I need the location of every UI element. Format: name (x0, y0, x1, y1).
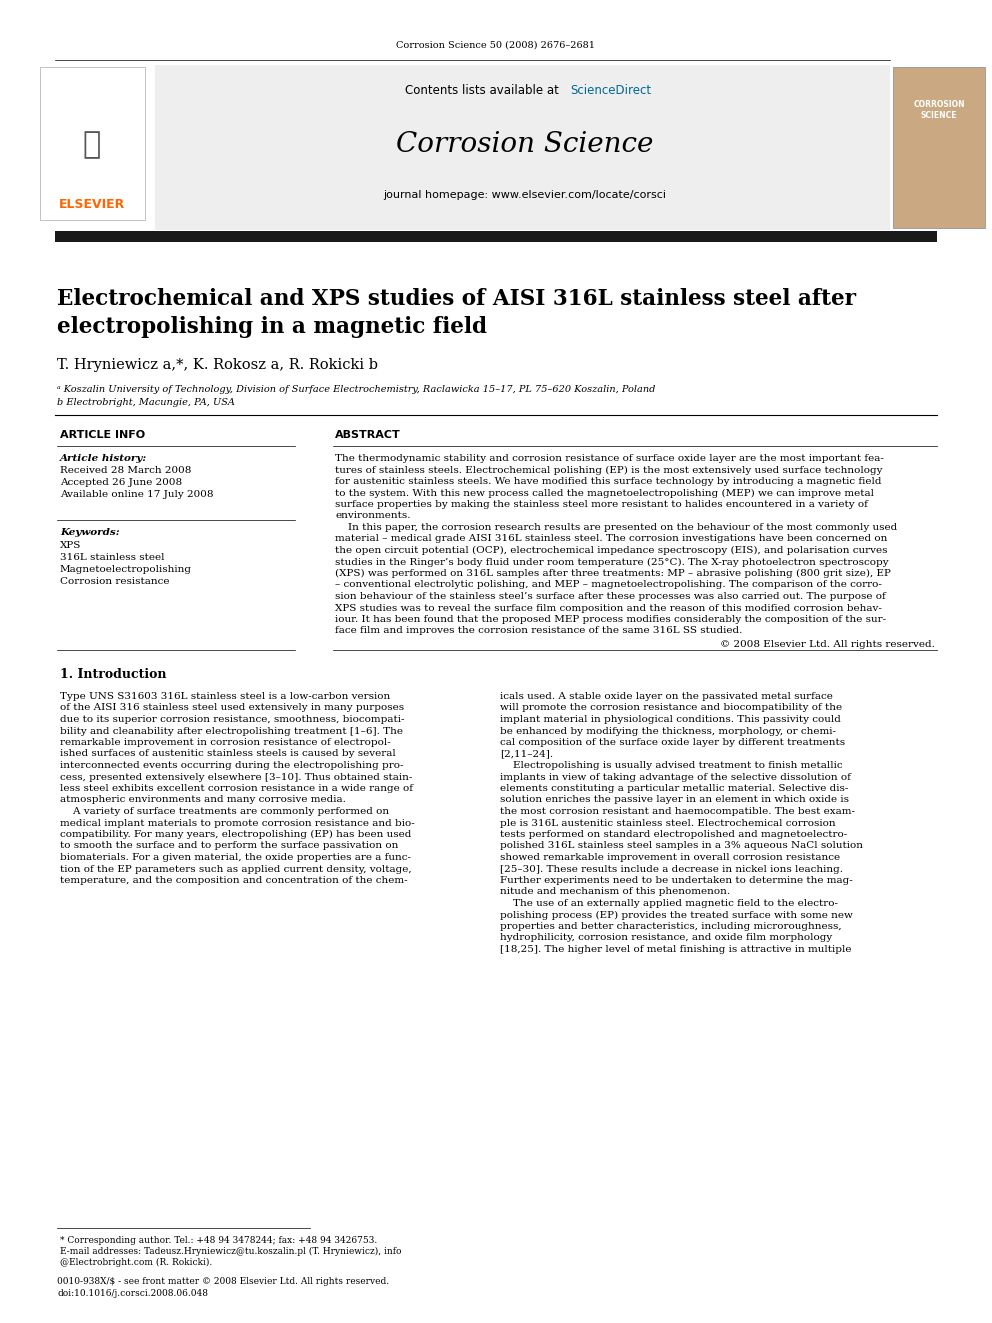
Text: properties and better characteristics, including microroughness,: properties and better characteristics, i… (500, 922, 841, 931)
Text: ARTICLE INFO: ARTICLE INFO (60, 430, 145, 441)
Text: In this paper, the corrosion research results are presented on the behaviour of : In this paper, the corrosion research re… (335, 523, 897, 532)
Text: – conventional electrolytic polishing, and MEP – magnetoelectropolishing. The co: – conventional electrolytic polishing, a… (335, 581, 882, 590)
Text: A variety of surface treatments are commonly performed on: A variety of surface treatments are comm… (60, 807, 389, 816)
Text: Article history:: Article history: (60, 454, 147, 463)
Text: the open circuit potential (OCP), electrochemical impedance spectroscopy (EIS), : the open circuit potential (OCP), electr… (335, 546, 888, 556)
Text: to the system. With this new process called the magnetoelectropolishing (MEP) we: to the system. With this new process cal… (335, 488, 874, 497)
Text: icals used. A stable oxide layer on the passivated metal surface: icals used. A stable oxide layer on the … (500, 692, 833, 701)
Text: solution enriches the passive layer in an element in which oxide is: solution enriches the passive layer in a… (500, 795, 849, 804)
Text: medical implant materials to promote corrosion resistance and bio-: medical implant materials to promote cor… (60, 819, 415, 827)
Text: studies in the Ringer’s body fluid under room temperature (25°C). The X-ray phot: studies in the Ringer’s body fluid under… (335, 557, 889, 566)
Text: (XPS) was performed on 316L samples after three treatments: MP – abrasive polish: (XPS) was performed on 316L samples afte… (335, 569, 891, 578)
Bar (55, 232, 937, 242)
Text: Corrosion resistance: Corrosion resistance (60, 577, 170, 586)
Text: E-mail addresses: Tadeusz.Hryniewicz@tu.koszalin.pl (T. Hryniewicz), info: E-mail addresses: Tadeusz.Hryniewicz@tu.… (60, 1248, 402, 1256)
Text: cess, presented extensively elsewhere [3–10]. Thus obtained stain-: cess, presented extensively elsewhere [3… (60, 773, 413, 782)
Text: polishing process (EP) provides the treated surface with some new: polishing process (EP) provides the trea… (500, 910, 853, 919)
Text: elements constituting a particular metallic material. Selective dis-: elements constituting a particular metal… (500, 785, 848, 792)
Text: due to its superior corrosion resistance, smoothness, biocompati-: due to its superior corrosion resistance… (60, 714, 405, 724)
Text: iour. It has been found that the proposed MEP process modifies considerably the : iour. It has been found that the propose… (335, 615, 886, 624)
Text: Magnetoelectropolishing: Magnetoelectropolishing (60, 565, 192, 574)
Text: b Electrobright, Macungie, PA, USA: b Electrobright, Macungie, PA, USA (57, 398, 235, 407)
Text: Type UNS S31603 316L stainless steel is a low-carbon version: Type UNS S31603 316L stainless steel is … (60, 692, 390, 701)
Text: less steel exhibits excellent corrosion resistance in a wide range of: less steel exhibits excellent corrosion … (60, 785, 413, 792)
Text: ᵃ Koszalin University of Technology, Division of Surface Electrochemistry, Racla: ᵃ Koszalin University of Technology, Div… (57, 385, 656, 394)
Text: material – medical grade AISI 316L stainless steel. The corrosion investigations: material – medical grade AISI 316L stain… (335, 534, 888, 544)
Text: polished 316L stainless steel samples in a 3% aqueous NaCl solution: polished 316L stainless steel samples in… (500, 841, 863, 851)
Bar (155, 65, 890, 230)
Text: Contents lists available at: Contents lists available at (405, 83, 562, 97)
Text: implant material in physiological conditions. This passivity could: implant material in physiological condit… (500, 714, 841, 724)
Text: environments.: environments. (335, 512, 411, 520)
Text: [18,25]. The higher level of metal finishing is attractive in multiple: [18,25]. The higher level of metal finis… (500, 945, 851, 954)
Text: sion behaviour of the stainless steel’s surface after these processes was also c: sion behaviour of the stainless steel’s … (335, 591, 886, 601)
Text: of the AISI 316 stainless steel used extensively in many purposes: of the AISI 316 stainless steel used ext… (60, 704, 404, 713)
Text: The thermodynamic stability and corrosion resistance of surface oxide layer are : The thermodynamic stability and corrosio… (335, 454, 884, 463)
Text: The use of an externally applied magnetic field to the electro-: The use of an externally applied magneti… (500, 900, 838, 908)
Text: the most corrosion resistant and haemocompatible. The best exam-: the most corrosion resistant and haemoco… (500, 807, 855, 816)
Text: Corrosion Science: Corrosion Science (397, 131, 654, 159)
Text: Keywords:: Keywords: (60, 528, 120, 537)
Text: bility and cleanability after electropolishing treatment [1–6]. The: bility and cleanability after electropol… (60, 726, 403, 736)
Text: face film and improves the corrosion resistance of the same 316L SS studied.: face film and improves the corrosion res… (335, 627, 742, 635)
Text: 0010-938X/$ - see front matter © 2008 Elsevier Ltd. All rights reserved.: 0010-938X/$ - see front matter © 2008 El… (57, 1277, 389, 1286)
Text: © 2008 Elsevier Ltd. All rights reserved.: © 2008 Elsevier Ltd. All rights reserved… (720, 640, 935, 650)
Text: 1. Introduction: 1. Introduction (60, 668, 167, 681)
Text: Electrochemical and XPS studies of AISI 316L stainless steel after
electropolish: Electrochemical and XPS studies of AISI … (57, 288, 856, 337)
Text: ished surfaces of austenitic stainless steels is caused by several: ished surfaces of austenitic stainless s… (60, 750, 396, 758)
Text: temperature, and the composition and concentration of the chem-: temperature, and the composition and con… (60, 876, 408, 885)
Text: biomaterials. For a given material, the oxide properties are a func-: biomaterials. For a given material, the … (60, 853, 411, 863)
Text: to smooth the surface and to perform the surface passivation on: to smooth the surface and to perform the… (60, 841, 399, 851)
Text: * Corresponding author. Tel.: +48 94 3478244; fax: +48 94 3426753.: * Corresponding author. Tel.: +48 94 347… (60, 1236, 377, 1245)
Text: @Electrobright.com (R. Rokicki).: @Electrobright.com (R. Rokicki). (60, 1258, 212, 1267)
Text: showed remarkable improvement in overall corrosion resistance: showed remarkable improvement in overall… (500, 853, 840, 863)
Text: XPS: XPS (60, 541, 81, 550)
Text: nitude and mechanism of this phenomenon.: nitude and mechanism of this phenomenon. (500, 888, 730, 897)
Text: Electropolishing is usually advised treatment to finish metallic: Electropolishing is usually advised trea… (500, 761, 842, 770)
Text: tests performed on standard electropolished and magnetoelectro-: tests performed on standard electropolis… (500, 830, 847, 839)
Bar (40, 67, 145, 220)
Text: 🌲: 🌲 (83, 131, 101, 160)
Text: cal composition of the surface oxide layer by different treatments: cal composition of the surface oxide lay… (500, 738, 845, 747)
Text: ELSEVIER: ELSEVIER (59, 198, 125, 212)
Text: XPS studies was to reveal the surface film composition and the reason of this mo: XPS studies was to reveal the surface fi… (335, 603, 882, 613)
Text: be enhanced by modifying the thickness, morphology, or chemi-: be enhanced by modifying the thickness, … (500, 726, 836, 736)
Text: journal homepage: www.elsevier.com/locate/corsci: journal homepage: www.elsevier.com/locat… (384, 191, 667, 200)
Text: hydrophilicity, corrosion resistance, and oxide film morphology: hydrophilicity, corrosion resistance, an… (500, 934, 832, 942)
Text: T. Hryniewicz a,*, K. Rokosz a, R. Rokicki b: T. Hryniewicz a,*, K. Rokosz a, R. Rokic… (57, 359, 378, 372)
Text: Available online 17 July 2008: Available online 17 July 2008 (60, 490, 213, 499)
Text: for austenitic stainless steels. We have modified this surface technology by int: for austenitic stainless steels. We have… (335, 478, 882, 486)
Text: ple is 316L austenitic stainless steel. Electrochemical corrosion: ple is 316L austenitic stainless steel. … (500, 819, 835, 827)
Text: Accepted 26 June 2008: Accepted 26 June 2008 (60, 478, 183, 487)
Text: ScienceDirect: ScienceDirect (570, 83, 651, 97)
Text: doi:10.1016/j.corsci.2008.06.048: doi:10.1016/j.corsci.2008.06.048 (57, 1289, 208, 1298)
Bar (893, 67, 985, 228)
Text: Further experiments need to be undertaken to determine the mag-: Further experiments need to be undertake… (500, 876, 853, 885)
Text: 316L stainless steel: 316L stainless steel (60, 553, 165, 562)
Text: tion of the EP parameters such as applied current density, voltage,: tion of the EP parameters such as applie… (60, 864, 412, 873)
Text: CORROSION
SCIENCE: CORROSION SCIENCE (914, 101, 965, 120)
Text: [25–30]. These results include a decrease in nickel ions leaching.: [25–30]. These results include a decreas… (500, 864, 843, 873)
Text: interconnected events occurring during the electropolishing pro-: interconnected events occurring during t… (60, 761, 404, 770)
Text: implants in view of taking advantage of the selective dissolution of: implants in view of taking advantage of … (500, 773, 851, 782)
Text: tures of stainless steels. Electrochemical polishing (EP) is the most extensivel: tures of stainless steels. Electrochemic… (335, 466, 883, 475)
Text: ABSTRACT: ABSTRACT (335, 430, 401, 441)
Text: compatibility. For many years, electropolishing (EP) has been used: compatibility. For many years, electropo… (60, 830, 412, 839)
Text: will promote the corrosion resistance and biocompatibility of the: will promote the corrosion resistance an… (500, 704, 842, 713)
Text: Received 28 March 2008: Received 28 March 2008 (60, 466, 191, 475)
Text: [2,11–24].: [2,11–24]. (500, 750, 554, 758)
Text: surface properties by making the stainless steel more resistant to halides encou: surface properties by making the stainle… (335, 500, 868, 509)
Text: remarkable improvement in corrosion resistance of electropol-: remarkable improvement in corrosion resi… (60, 738, 391, 747)
Text: Corrosion Science 50 (2008) 2676–2681: Corrosion Science 50 (2008) 2676–2681 (397, 41, 595, 49)
Text: atmospheric environments and many corrosive media.: atmospheric environments and many corros… (60, 795, 346, 804)
